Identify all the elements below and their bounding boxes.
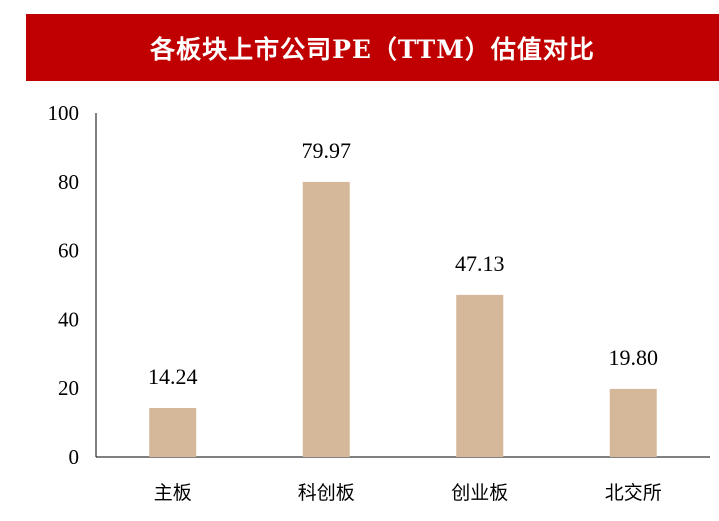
category-label: 创业板 — [451, 482, 508, 504]
bars — [149, 181, 657, 457]
y-tick-label: 80 — [58, 170, 79, 194]
category-label: 科创板 — [298, 482, 355, 504]
bar — [609, 388, 657, 457]
data-label: 47.13 — [455, 251, 505, 276]
data-label: 14.24 — [148, 364, 198, 389]
y-tick-label: 100 — [48, 101, 80, 125]
chart-title: 各板块上市公司PE（TTM）估值对比 — [150, 34, 595, 64]
category-label: 北交所 — [605, 482, 662, 504]
y-tick-label: 0 — [69, 445, 80, 469]
y-tick-label: 40 — [58, 307, 79, 331]
y-tick-label: 60 — [58, 239, 79, 263]
category-labels: 主板 科创板 创业板 北交所 — [154, 482, 662, 504]
bar — [456, 294, 504, 457]
chart-title-bar: 各板块上市公司PE（TTM）估值对比 — [26, 14, 719, 81]
data-label: 79.97 — [302, 138, 352, 163]
bar — [149, 408, 197, 457]
category-label: 主板 — [154, 482, 192, 504]
y-tick-label: 20 — [58, 376, 79, 400]
y-tick-labels: 0 20 40 60 80 100 — [48, 101, 80, 469]
data-label: 19.80 — [609, 345, 659, 370]
data-labels: 14.24 79.97 47.13 19.80 — [148, 138, 658, 389]
bar — [302, 181, 350, 457]
